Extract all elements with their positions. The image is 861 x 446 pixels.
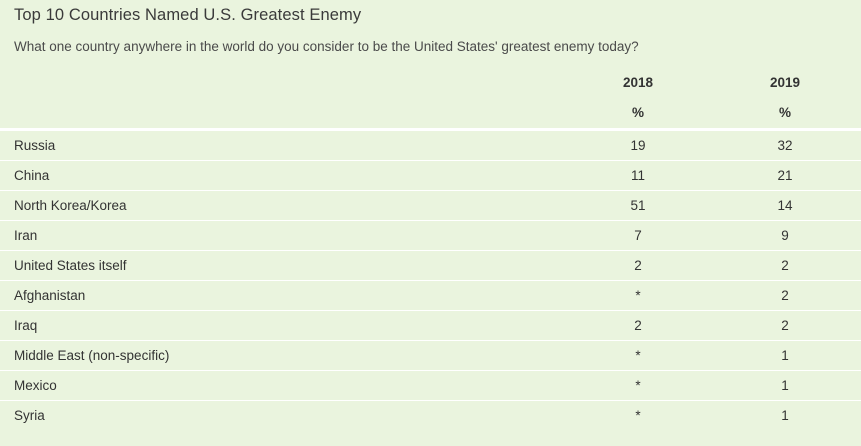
row-label: Syria [14, 408, 45, 423]
cell-2018: 51 [630, 198, 646, 213]
table-body: Russia 19 32 China 11 21 North Korea/Korea 51 14… [0, 130, 861, 430]
cell-2019: 1 [781, 378, 789, 393]
cell-2018: 7 [634, 228, 642, 243]
table-row: North Korea/Korea 51 14 [0, 190, 861, 220]
cell-2019: 9 [781, 228, 789, 243]
cell-2019: 1 [781, 348, 789, 363]
row-label: Iraq [14, 318, 38, 333]
unit-2019: % [778, 105, 791, 120]
cell-2019: 2 [781, 258, 789, 273]
row-label: North Korea/Korea [14, 198, 127, 213]
chart-title: Top 10 Countries Named U.S. Greatest Ene… [14, 6, 362, 24]
row-label: Middle East (non-specific) [14, 348, 170, 363]
row-label: Iran [14, 228, 38, 243]
cell-2019: 2 [781, 318, 789, 333]
row-label: Mexico [14, 378, 57, 393]
table-row: Syria * 1 [0, 400, 861, 430]
table-row: United States itself 2 2 [0, 250, 861, 280]
cell-2019: 2 [781, 288, 789, 303]
column-header-2019: 2019 [769, 75, 801, 90]
table-row: Iran 7 9 [0, 220, 861, 250]
cell-2019: 32 [777, 138, 793, 153]
cell-2018: * [635, 408, 641, 423]
table-row: Russia 19 32 [0, 130, 861, 160]
table-unit-row: % % [0, 98, 861, 130]
table-row: China 11 21 [0, 160, 861, 190]
table-row: Afghanistan * 2 [0, 280, 861, 310]
row-label: United States itself [14, 258, 127, 273]
cell-2018: 2 [634, 258, 642, 273]
column-header-2018: 2018 [622, 75, 654, 90]
table-row: Mexico * 1 [0, 370, 861, 400]
data-table: 2018 2019 % % Russia 19 32 China 11 21 North K… [0, 68, 861, 430]
cell-2018: 19 [630, 138, 646, 153]
table-row: Middle East (non-specific) * 1 [0, 340, 861, 370]
cell-2019: 1 [781, 408, 789, 423]
cell-2018: * [635, 288, 641, 303]
cell-2018: 2 [634, 318, 642, 333]
chart-subtitle: What one country anywhere in the world d… [14, 39, 639, 54]
cell-2018: * [635, 348, 641, 363]
cell-2018: * [635, 378, 641, 393]
row-label: Russia [14, 138, 56, 153]
row-label: China [14, 168, 50, 183]
unit-2018: % [631, 105, 644, 120]
row-label: Afghanistan [14, 288, 86, 303]
cell-2019: 14 [777, 198, 793, 213]
cell-2019: 21 [777, 168, 793, 183]
table-row: Iraq 2 2 [0, 310, 861, 340]
table-header-row: 2018 2019 [0, 68, 861, 98]
cell-2018: 11 [630, 168, 645, 183]
